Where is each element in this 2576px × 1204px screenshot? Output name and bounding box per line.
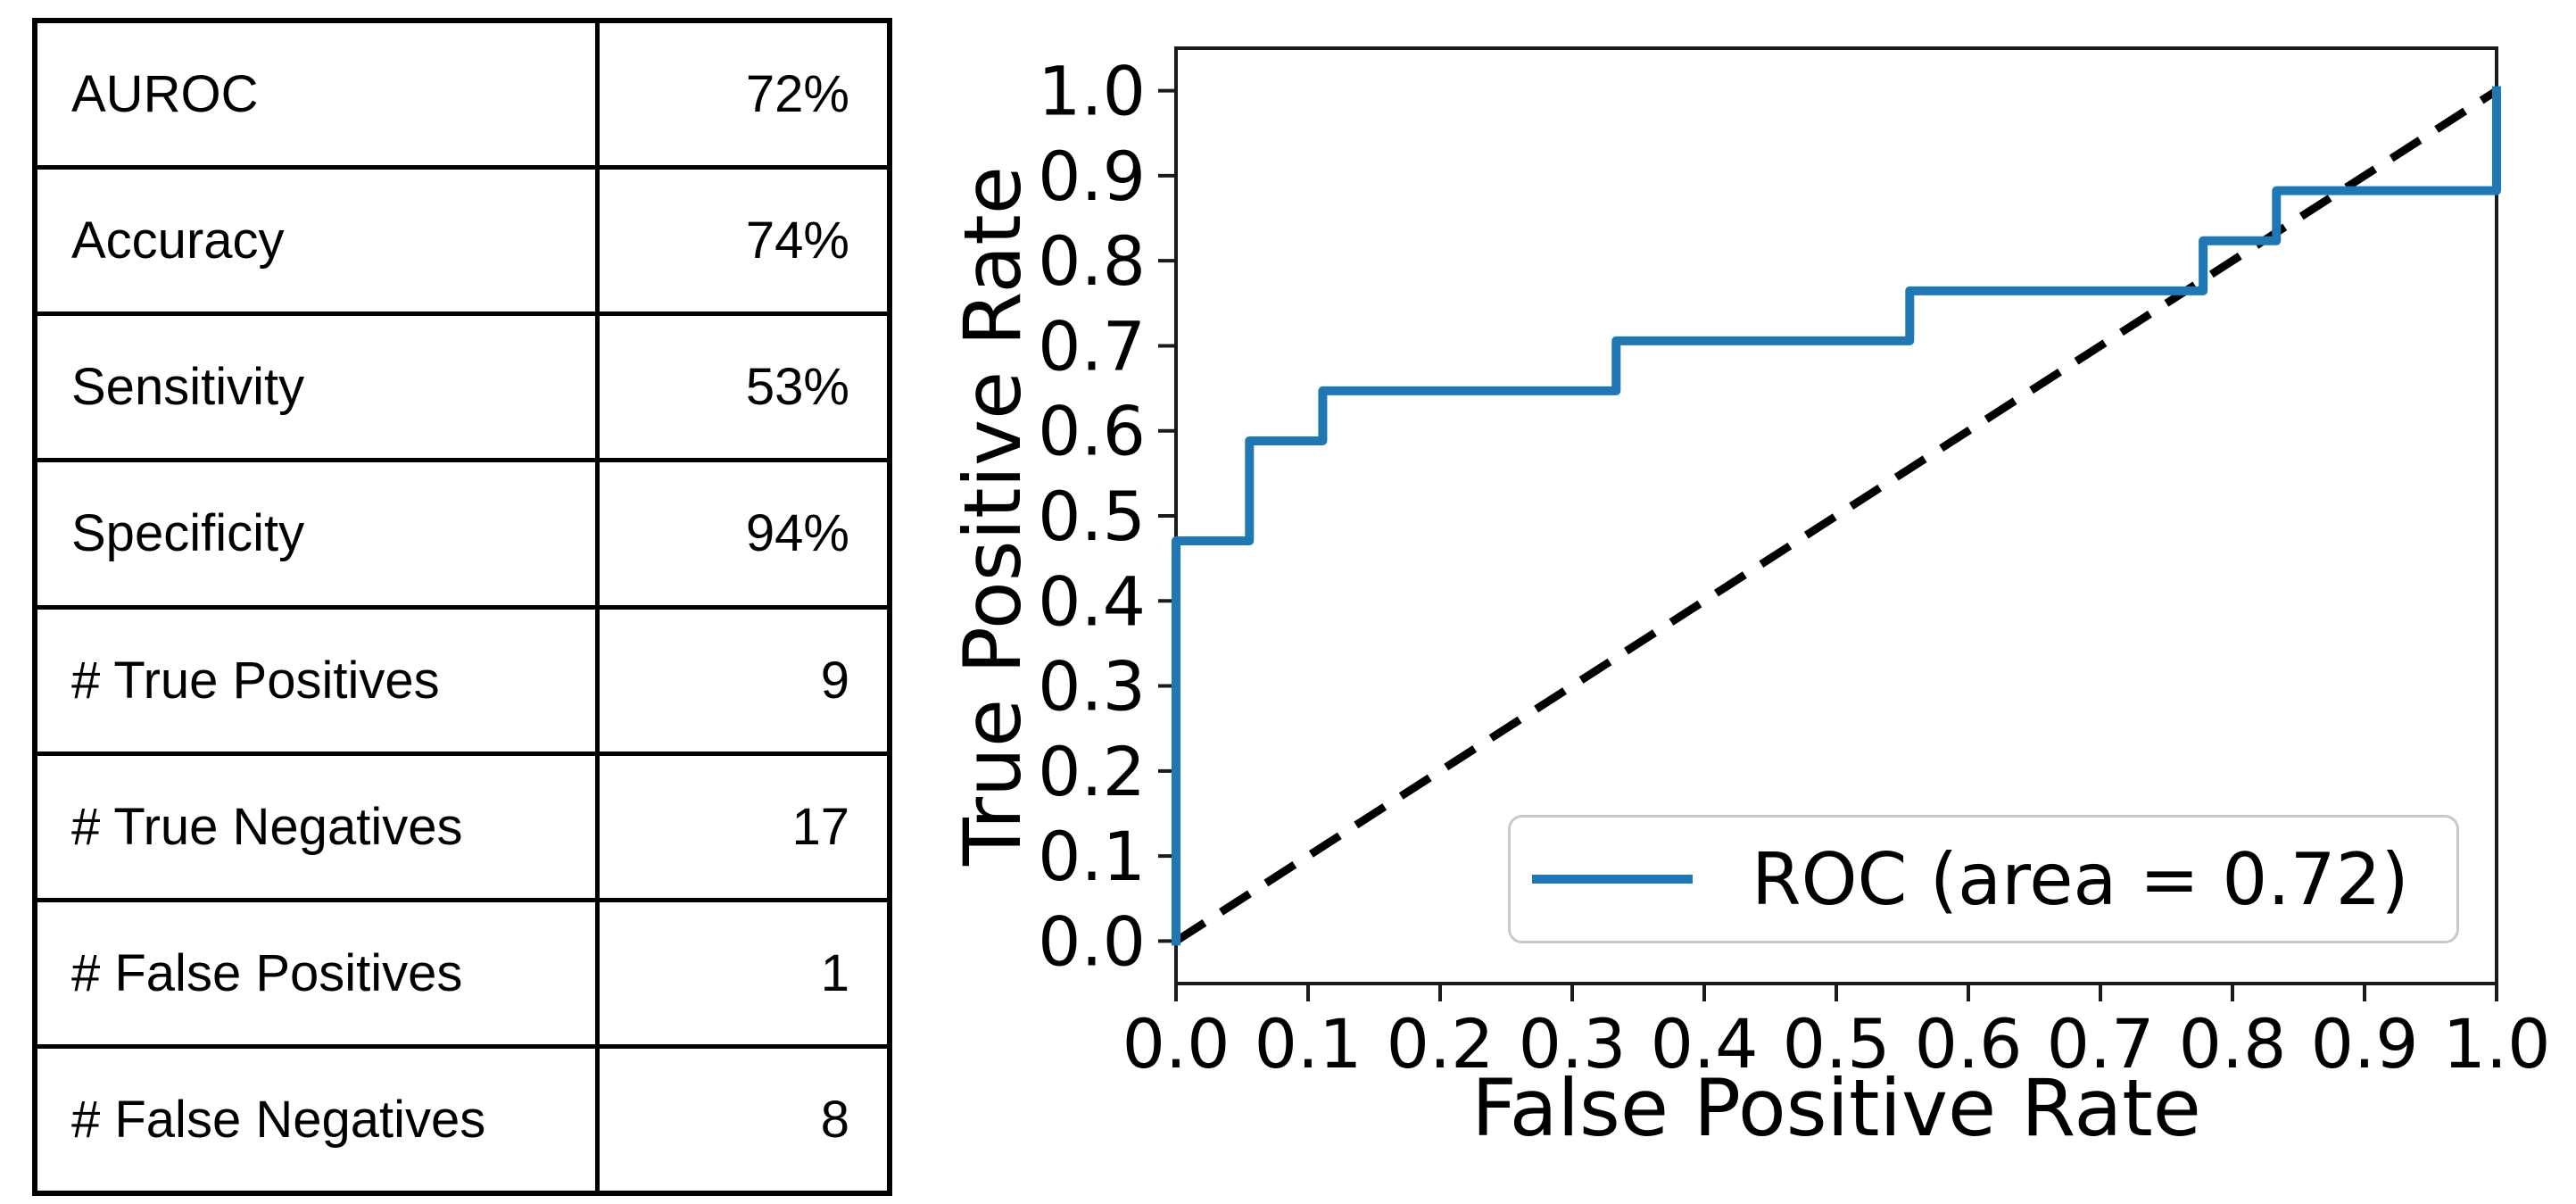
x-tick-label: 0.9 <box>2311 1004 2419 1084</box>
y-tick-label: 0.6 <box>1038 392 1146 471</box>
y-tick-label: 0.3 <box>1038 647 1146 727</box>
metric-label: # True Negatives <box>37 755 595 898</box>
metric-value: 17 <box>600 755 887 898</box>
metric-label: Sensitivity <box>37 316 595 459</box>
metric-value: 1 <box>600 901 887 1044</box>
metric-label: AUROC <box>37 23 595 166</box>
x-tick-label: 0.0 <box>1122 1004 1230 1084</box>
y-tick-label: 0.2 <box>1038 732 1146 811</box>
chance-diagonal-line <box>1173 87 2499 945</box>
x-tick-label: 0.3 <box>1519 1004 1627 1084</box>
y-axis-label: True Positive Rate <box>947 166 1039 867</box>
x-axis-label: False Positive Rate <box>1471 1062 2201 1154</box>
metric-value: 53% <box>600 316 887 459</box>
metric-value: 74% <box>600 170 887 312</box>
metrics-table: AUROC 72% Accuracy 74% Sensitivity 53% S… <box>32 18 892 1196</box>
legend-line-sample <box>1532 875 1693 884</box>
x-tick-label: 0.5 <box>1783 1004 1891 1084</box>
metric-value: 94% <box>600 462 887 605</box>
metric-value: 72% <box>600 23 887 166</box>
metric-label: Specificity <box>37 462 595 605</box>
x-tick-label: 0.4 <box>1651 1004 1759 1084</box>
x-tick-label: 1.0 <box>2443 1004 2551 1084</box>
metric-label: # False Positives <box>37 901 595 1044</box>
x-tick-label: 0.7 <box>2047 1004 2155 1084</box>
x-tick-label: 0.2 <box>1387 1004 1495 1084</box>
x-tick-label: 0.6 <box>1915 1004 2023 1084</box>
y-tick-label: 1.0 <box>1038 52 1146 131</box>
y-tick-label: 0.8 <box>1038 221 1146 301</box>
legend-label: ROC (area = 0.72) <box>1752 837 2409 921</box>
metric-value: 9 <box>600 609 887 751</box>
y-tick-label: 0.4 <box>1038 561 1146 641</box>
metric-label: Accuracy <box>37 170 595 312</box>
y-tick-label: 0.5 <box>1038 477 1146 556</box>
x-tick-label: 0.1 <box>1255 1004 1363 1084</box>
y-tick-label: 0.9 <box>1038 137 1146 216</box>
metric-label: # False Negatives <box>37 1048 595 1191</box>
y-tick-label: 0.1 <box>1038 817 1146 896</box>
metric-value: 8 <box>600 1048 887 1191</box>
y-tick-label: 0.0 <box>1038 901 1146 981</box>
roc-curve-line <box>1172 86 2501 946</box>
metric-label: # True Positives <box>37 609 595 751</box>
legend: ROC (area = 0.72) <box>1508 815 2459 943</box>
x-tick-label: 0.8 <box>2179 1004 2287 1084</box>
y-tick-label: 0.7 <box>1038 306 1146 386</box>
